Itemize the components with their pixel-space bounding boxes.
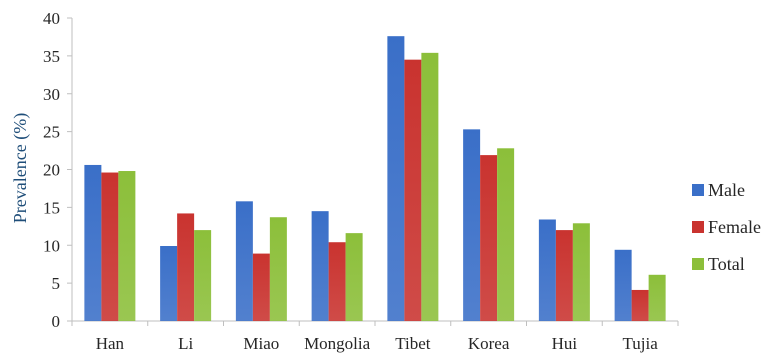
bar-total-mongolia (345, 233, 363, 321)
bar-total-li (194, 230, 212, 321)
y-tick-label: 40 (43, 9, 60, 28)
bar-total-miao (269, 217, 287, 321)
x-category-label: Tibet (395, 334, 431, 353)
bar-female-mongolia (328, 242, 346, 321)
bar-female-tujia (631, 289, 649, 321)
y-tick-label: 0 (52, 312, 61, 331)
y-tick-label: 10 (43, 236, 60, 255)
bar-total-han (118, 171, 136, 321)
bar-female-miao (252, 253, 270, 321)
x-category-label: Hui (552, 334, 578, 353)
bar-male-tujia (614, 249, 632, 321)
bar-male-han (84, 164, 102, 321)
bar-male-li (160, 246, 178, 321)
x-category-label: Tujia (622, 334, 658, 353)
x-category-label: Li (178, 334, 193, 353)
legend: Male Female Total (692, 180, 761, 274)
y-tick-label: 25 (43, 123, 60, 142)
legend-label-total: Total (708, 254, 745, 274)
y-tick-label: 15 (43, 198, 60, 217)
x-category-label: Miao (243, 334, 279, 353)
y-tick-label: 5 (52, 274, 61, 293)
legend-swatch-total (692, 258, 704, 270)
bar-male-hui (538, 219, 556, 321)
bar-female-tibet (404, 59, 422, 321)
bar-total-tujia (648, 274, 666, 321)
x-category-label: Mongolia (304, 334, 371, 353)
x-category-label: Han (96, 334, 125, 353)
bar-male-mongolia (311, 211, 329, 321)
plot-area (71, 18, 678, 322)
legend-label-female: Female (708, 217, 761, 237)
bar-total-hui (572, 223, 590, 321)
legend-swatch-female (692, 221, 704, 233)
bar-male-miao (235, 201, 253, 321)
bar-female-han (101, 172, 119, 321)
y-tick-label: 35 (43, 47, 60, 66)
y-tick-label: 30 (43, 85, 60, 104)
bar-male-korea (463, 129, 481, 321)
x-category-label: Korea (468, 334, 510, 353)
y-axis-ticks: 0 5 10 15 20 25 30 35 40 (43, 9, 72, 331)
bar-total-tibet (421, 52, 439, 321)
bar-male-tibet (387, 36, 405, 322)
y-tick-label: 20 (43, 161, 60, 180)
bar-female-hui (555, 230, 573, 321)
x-axis-categories: Han Li Miao Mongolia Tibet Korea Hui Tujia (71, 321, 679, 353)
legend-swatch-male (692, 184, 704, 196)
y-axis-label: Prevalence (%) (10, 113, 31, 223)
legend-label-male: Male (708, 180, 745, 200)
bar-total-korea (497, 148, 515, 321)
bar-female-korea (480, 155, 498, 321)
bar-female-li (177, 213, 195, 321)
